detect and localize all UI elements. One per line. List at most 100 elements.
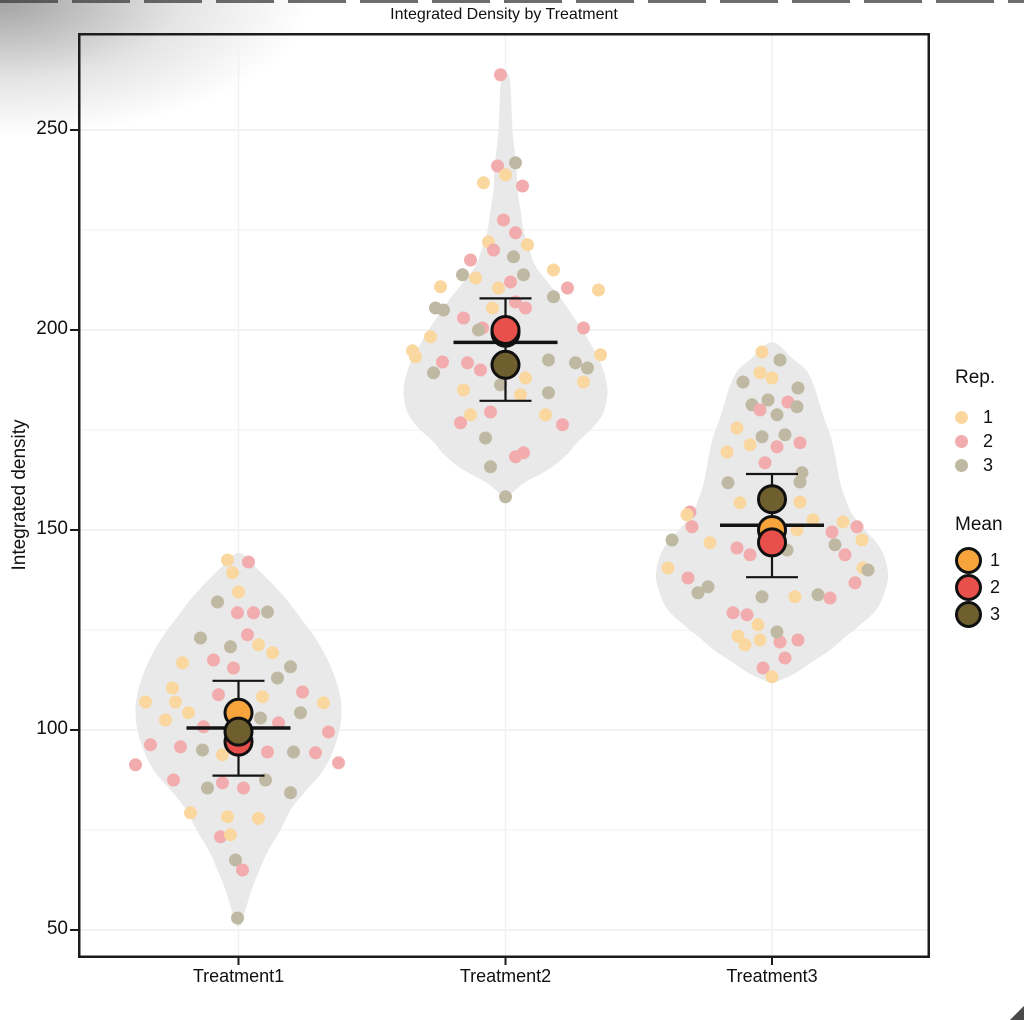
jitter-point	[216, 776, 229, 790]
jitter-point	[139, 695, 152, 709]
mean-marker-rep2	[490, 315, 521, 345]
jitter-point	[194, 631, 207, 645]
jitter-point	[184, 806, 197, 820]
jitter-point	[167, 773, 180, 787]
legend-rep-label-2: 2	[983, 430, 994, 451]
y-axis-label: Integrated density	[9, 419, 30, 571]
jitter-point	[721, 476, 735, 490]
jitter-point	[755, 590, 769, 604]
screenshot-artifact-corner-triangle	[1008, 1006, 1024, 1020]
jitter-point	[169, 695, 182, 709]
jitter-point	[547, 290, 560, 304]
jitter-point	[733, 496, 747, 510]
jitter-point	[556, 418, 569, 432]
jitter-point	[261, 605, 274, 619]
jitter-point	[514, 388, 527, 402]
jitter-point	[201, 781, 214, 795]
x-tick-label: Treatment3	[726, 966, 818, 986]
jitter-point	[427, 366, 440, 380]
jitter-point	[497, 213, 510, 227]
jitter-point	[730, 421, 744, 435]
jitter-point	[492, 281, 505, 295]
jitter-point	[176, 656, 189, 670]
jitter-point	[861, 563, 875, 577]
jitter-point	[828, 538, 842, 552]
jitter-point	[577, 321, 590, 335]
jitter-point	[685, 520, 699, 534]
jitter-point	[241, 628, 254, 642]
jitter-point	[284, 786, 297, 800]
y-tick-label: 250	[36, 118, 68, 139]
jitter-point	[474, 363, 487, 377]
jitter-point	[229, 853, 242, 867]
jitter-point	[494, 378, 507, 392]
jitter-point	[221, 810, 234, 824]
jitter-point	[231, 606, 244, 620]
jitter-point	[296, 685, 309, 699]
jitter-point	[491, 159, 504, 173]
jitter-point	[129, 758, 142, 772]
legend-rep-item-1: 1	[955, 405, 993, 429]
jitter-point	[743, 438, 757, 452]
jitter-point	[756, 661, 770, 675]
jitter-point	[661, 561, 675, 575]
jitter-point	[778, 428, 792, 442]
jitter-point	[791, 381, 805, 395]
jitter-point	[232, 585, 245, 599]
jitter-point	[791, 633, 805, 647]
jitter-point	[227, 661, 240, 675]
y-tick-label: 100	[36, 718, 68, 739]
jitter-point	[226, 566, 239, 580]
jitter-point	[484, 405, 497, 419]
rep-2-key-dot	[955, 434, 968, 448]
jitter-point	[252, 811, 265, 825]
mean-marker-rep2	[757, 527, 787, 558]
jitter-point	[751, 618, 765, 632]
jitter-point	[726, 606, 740, 620]
jitter-point	[469, 271, 482, 285]
jitter-point	[216, 748, 229, 762]
jitter-point	[730, 541, 744, 555]
jitter-point	[539, 408, 552, 422]
jitter-point	[740, 608, 754, 622]
legend-mean-label-3: 3	[990, 604, 1001, 624]
jitter-point	[504, 275, 517, 289]
jitter-point	[838, 548, 852, 562]
jitter-point	[456, 268, 469, 282]
jitter-point	[166, 681, 179, 695]
jitter-point	[509, 226, 522, 240]
jitter-point	[594, 348, 607, 362]
jitter-point	[457, 311, 470, 325]
legend-mean-item-1: 1	[955, 547, 1000, 574]
jitter-point	[823, 591, 837, 605]
jitter-point	[499, 490, 512, 504]
jitter-point	[266, 646, 279, 660]
jitter-point	[850, 520, 864, 534]
legend-mean-label-1: 1	[990, 550, 1001, 570]
jitter-point	[509, 156, 522, 170]
jitter-point	[542, 386, 555, 400]
legend-mean-item-3: 3	[955, 601, 1000, 628]
jitter-point	[806, 513, 820, 527]
jitter-point	[261, 745, 274, 759]
jitter-point	[770, 440, 784, 454]
jitter-point	[665, 533, 679, 547]
mean-marker-rep3	[757, 484, 787, 515]
legend-mean-items: 1 2 3	[955, 547, 1000, 628]
legend-mean-title: Mean	[955, 514, 1003, 535]
jitter-point	[454, 416, 467, 430]
jitter-point	[479, 431, 492, 445]
jitter-point	[755, 430, 769, 444]
jitter-point	[254, 711, 267, 725]
jitter-point	[753, 403, 767, 417]
mean-3-key-circle	[955, 601, 982, 628]
jitter-point	[569, 356, 582, 370]
jitter-point	[519, 301, 532, 315]
jitter-point	[221, 553, 234, 567]
jitter-point	[182, 706, 195, 720]
jitter-point	[542, 353, 555, 367]
jitter-point	[753, 633, 767, 647]
jitter-point	[811, 588, 825, 602]
plot-title: Integrated Density by Treatment	[390, 6, 618, 23]
legend-rep-label-1: 1	[983, 406, 994, 427]
